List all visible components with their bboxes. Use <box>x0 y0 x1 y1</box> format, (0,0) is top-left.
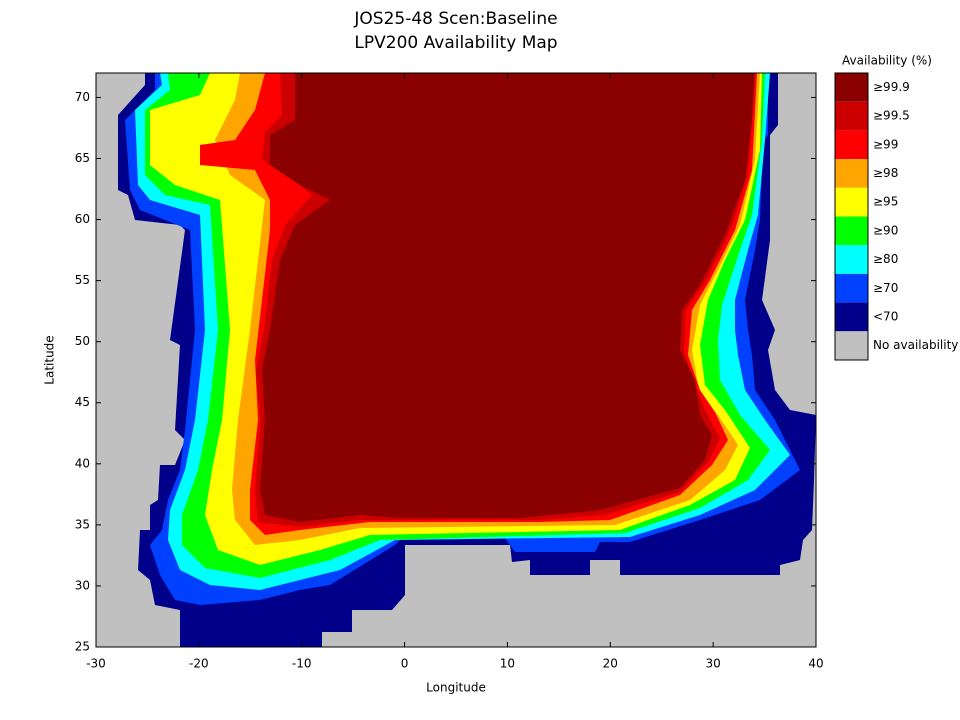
chart-subtitle: LPV200 Availability Map <box>354 33 557 53</box>
legend-swatch <box>835 159 868 188</box>
y-tick-label: 30 <box>75 578 90 592</box>
legend-label: ≥80 <box>873 252 898 266</box>
legend-label: ≥90 <box>873 223 898 237</box>
y-tick-label: 55 <box>75 273 90 287</box>
x-tick-label: 30 <box>706 657 721 671</box>
y-tick-label: 45 <box>75 395 90 409</box>
legend-label: <70 <box>873 309 898 323</box>
legend-label: ≥70 <box>873 281 898 295</box>
legend-swatch <box>835 187 868 217</box>
x-tick-label: 0 <box>401 657 409 671</box>
legend-frame <box>834 72 869 361</box>
x-tick-label: -20 <box>189 657 209 671</box>
y-tick-label: 70 <box>75 90 90 104</box>
x-tick-label: 20 <box>603 657 618 671</box>
x-axis-label: Longitude <box>426 681 486 695</box>
legend-swatch <box>835 73 868 102</box>
legend-swatch <box>835 101 868 131</box>
x-tick-label: -10 <box>292 657 312 671</box>
y-tick-label: 60 <box>75 212 90 226</box>
legend-label: ≥98 <box>873 166 898 180</box>
availability-regions <box>96 73 816 647</box>
legend-label: No availability <box>873 338 958 352</box>
legend-label: ≥99.5 <box>873 109 910 123</box>
region-99-9 <box>260 73 755 522</box>
y-tick-label: 40 <box>75 456 90 470</box>
legend-swatch <box>835 331 868 360</box>
x-tick-label: 40 <box>808 657 823 671</box>
y-tick-label: 65 <box>75 151 90 165</box>
legend-swatch <box>835 216 868 246</box>
plot-frame <box>95 72 817 648</box>
chart-title: JOS25-48 Scen:Baseline <box>353 9 557 29</box>
legend-swatch <box>835 130 868 160</box>
y-tick-label: 50 <box>75 334 90 348</box>
y-tick-label: 35 <box>75 517 90 531</box>
y-tick-label: 25 <box>75 640 90 654</box>
x-tick-label: 10 <box>500 657 515 671</box>
legend-label: ≥95 <box>873 195 898 209</box>
legend-swatch <box>835 273 868 303</box>
legend-label: ≥99 <box>873 137 898 151</box>
x-tick-label: -30 <box>86 657 106 671</box>
legend-swatch <box>835 302 868 332</box>
legend-swatch <box>835 245 868 274</box>
legend-title: Availability (%) <box>842 54 932 68</box>
legend-label: ≥99.9 <box>873 80 910 94</box>
y-axis-label: Latitude <box>43 335 57 384</box>
